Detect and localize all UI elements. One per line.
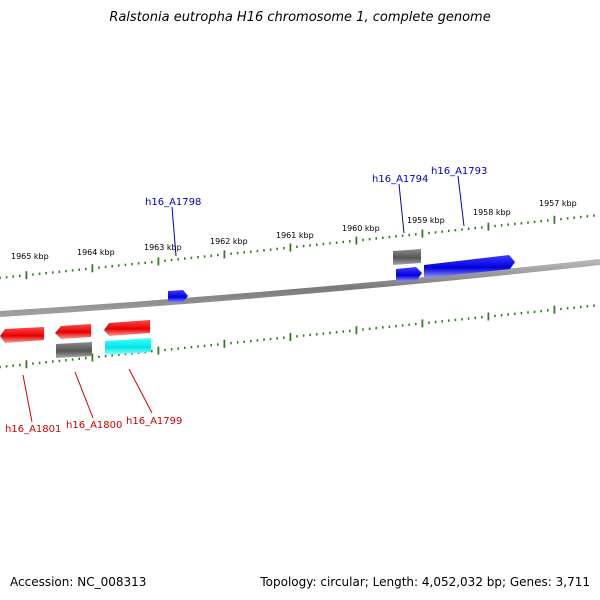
- tick-label: 1962 kbp: [210, 237, 248, 246]
- tick-label: 1961 kbp: [276, 231, 314, 240]
- gene-h16-A1798[interactable]: [168, 290, 188, 303]
- connector-h16-A1793: [457, 175, 465, 227]
- tick-label: 1965 kbp: [11, 252, 49, 261]
- gene-label-h16-A1800: h16_A1800: [66, 420, 122, 431]
- forward-strand-features: [168, 249, 515, 303]
- gene-label-h16-A1801: h16_A1801: [5, 424, 61, 435]
- feature-gray-reverse[interactable]: [56, 342, 92, 358]
- connector-h16-A1799: [128, 368, 153, 414]
- gene-h16-A1793[interactable]: [424, 255, 515, 278]
- gene-label-h16-A1793: h16_A1793: [431, 166, 487, 177]
- tick-label: 1964 kbp: [77, 248, 115, 257]
- connector-h16-A1798: [171, 206, 177, 257]
- connector-h16-A1794: [398, 183, 405, 234]
- map-title: Ralstonia eutropha H16 chromosome 1, com…: [109, 10, 491, 25]
- feature-gray-forward[interactable]: [393, 249, 421, 265]
- tick-label: 1960 kbp: [342, 224, 380, 233]
- accession-text: Accession: NC_008313: [10, 575, 147, 589]
- tick-label: 1959 kbp: [407, 216, 445, 225]
- gene-h16-A1800[interactable]: [55, 324, 91, 339]
- gene-label-h16-A1794: h16_A1794: [372, 174, 428, 185]
- connector-h16-A1800: [74, 371, 94, 419]
- gene-h16-A1794[interactable]: [396, 267, 422, 282]
- feature-cyan-reverse[interactable]: [105, 338, 151, 355]
- tick-label: 1963 kbp: [144, 243, 182, 252]
- lower-tick-row: [0, 304, 595, 369]
- genome-summary-text: Topology: circular; Length: 4,052,032 bp…: [260, 575, 590, 589]
- gene-labels: h16_A1798 h16_A1794 h16_A1793 h16_A1801 …: [5, 166, 487, 435]
- tick-label: 1957 kbp: [539, 199, 577, 208]
- gene-h16-A1799[interactable]: [104, 320, 150, 336]
- reverse-strand-features: [0, 320, 151, 358]
- connector-h16-A1801: [22, 374, 33, 423]
- tick-label: 1958 kbp: [473, 208, 511, 217]
- gene-h16-A1801[interactable]: [0, 327, 44, 343]
- genome-backbone: [0, 259, 600, 317]
- label-connectors: [22, 175, 465, 423]
- tick-labels: 1965 kbp 1964 kbp 1963 kbp 1962 kbp 1961…: [11, 199, 577, 261]
- gene-label-h16-A1799: h16_A1799: [126, 416, 182, 427]
- upper-tick-row: [0, 214, 595, 280]
- gene-label-h16-A1798: h16_A1798: [145, 197, 201, 208]
